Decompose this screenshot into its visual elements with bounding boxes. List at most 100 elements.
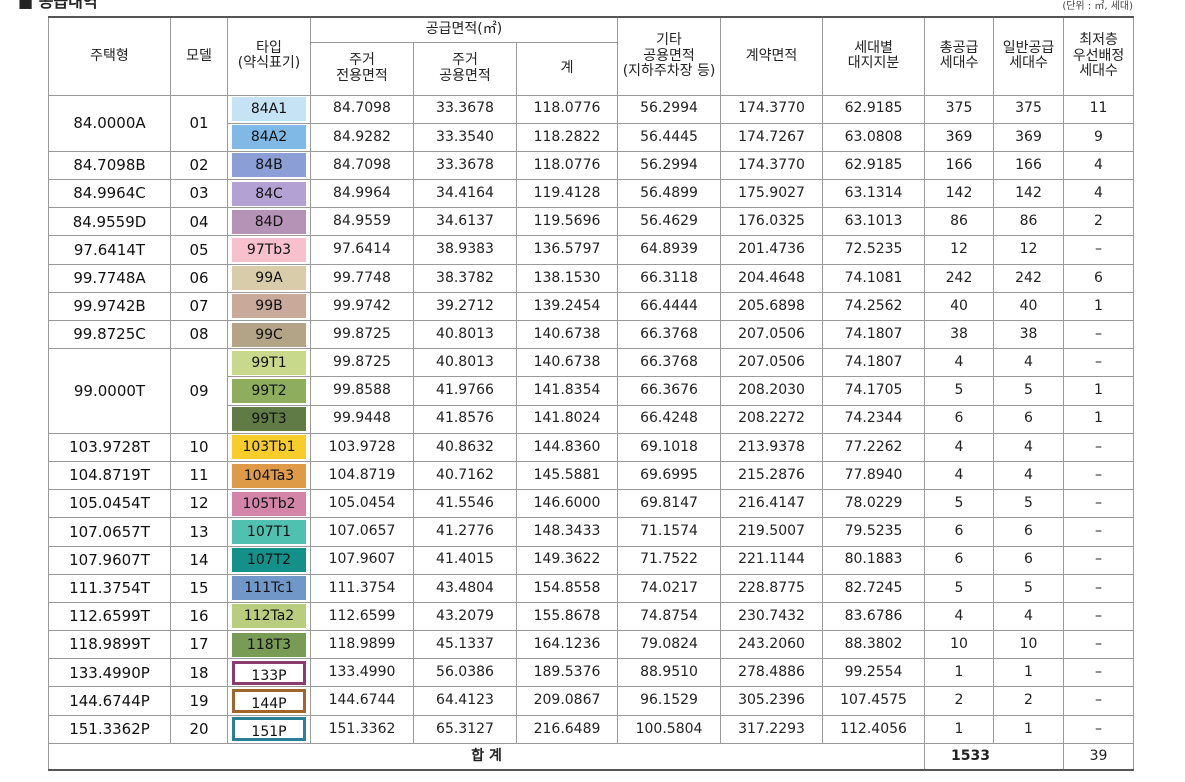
data-row: 111.3754T 15 111Tc1 111.3754 43.4804 154.8558… bbox=[48, 573, 1135, 603]
value-cell: 375 bbox=[924, 94, 995, 124]
value-cell: 4 bbox=[924, 348, 995, 378]
value-cell: 1 bbox=[993, 658, 1065, 688]
value-cell: 149.3622 bbox=[515, 545, 619, 575]
data-row: 151.3362P 20 151P 151.3362 65.3127 216.6489 10… bbox=[48, 714, 1135, 744]
value-cell: 74.8754 bbox=[617, 601, 722, 632]
value-cell: 4 bbox=[993, 460, 1065, 491]
value-cell: 119.4128 bbox=[515, 179, 619, 209]
housing-type: 99.0000T bbox=[48, 348, 171, 434]
value-cell: 99.9742 bbox=[310, 291, 414, 322]
value-cell: – bbox=[1063, 489, 1135, 519]
housing-type: 107.0657T bbox=[48, 517, 171, 547]
value-cell: 144.8360 bbox=[515, 432, 619, 462]
value-cell: 208.2030 bbox=[720, 376, 824, 406]
type-cell: 84C bbox=[227, 179, 311, 209]
value-cell: 4 bbox=[993, 432, 1065, 462]
value-cell: 209.0867 bbox=[515, 686, 619, 716]
value-cell: 66.4248 bbox=[617, 404, 722, 434]
type-label: 133P bbox=[232, 660, 306, 685]
type-cell: 99C bbox=[227, 319, 311, 350]
value-cell: 144.6744 bbox=[310, 686, 414, 716]
type-label: 107T2 bbox=[232, 548, 306, 573]
value-cell: 140.6738 bbox=[515, 319, 619, 350]
value-cell: 33.3678 bbox=[413, 150, 517, 181]
model: 06 bbox=[170, 263, 228, 293]
value-cell: 84.7098 bbox=[310, 94, 414, 124]
data-row: 107.0657T 13 107T1 107.0657 41.2776 148.3433 7… bbox=[48, 517, 1135, 547]
value-cell: 63.1013 bbox=[822, 207, 926, 237]
value-cell: 74.1705 bbox=[822, 376, 926, 406]
value-cell: 80.1883 bbox=[822, 545, 926, 575]
value-cell: 63.0808 bbox=[822, 122, 926, 152]
header-cell: 총공급 세대수 bbox=[924, 16, 995, 96]
value-cell: 204.4648 bbox=[720, 263, 824, 293]
value-cell: 141.8024 bbox=[515, 404, 619, 434]
value-cell: 41.8576 bbox=[413, 404, 517, 434]
value-cell: 74.2562 bbox=[822, 291, 926, 322]
type-cell: 144P bbox=[227, 686, 311, 716]
type-cell: 105Tb2 bbox=[227, 489, 311, 519]
value-cell: 216.6489 bbox=[515, 714, 619, 744]
value-cell: 63.1314 bbox=[822, 179, 926, 209]
value-cell: 1 bbox=[1063, 404, 1135, 434]
value-cell: 40.8013 bbox=[413, 319, 517, 350]
data-row: 99.0000T 09 99T1 99.8725 40.8013 140.6738 66.3… bbox=[48, 348, 1135, 434]
value-cell: 103.9728 bbox=[310, 432, 414, 462]
value-cell: 39.2712 bbox=[413, 291, 517, 322]
type-label: 144P bbox=[232, 689, 306, 714]
value-cell: 9 bbox=[1063, 122, 1135, 152]
type-label: 99C bbox=[232, 322, 306, 347]
value-cell: 69.8147 bbox=[617, 489, 722, 519]
value-cell: 96.1529 bbox=[617, 686, 722, 716]
value-cell: 219.5007 bbox=[720, 517, 824, 547]
type-cell: 112Ta2 bbox=[227, 601, 311, 632]
type-label: 107T1 bbox=[232, 519, 306, 544]
value-cell: 6 bbox=[1063, 263, 1135, 293]
type-cell: 118T3 bbox=[227, 630, 311, 660]
type-label: 84A2 bbox=[232, 125, 306, 150]
model: 14 bbox=[170, 545, 228, 575]
value-cell: 2 bbox=[1063, 207, 1135, 237]
data-row: 84.0000A 01 84A1 84.7098 33.3678 118.0776 56.2… bbox=[48, 94, 1135, 152]
value-cell: 74.1807 bbox=[822, 348, 926, 378]
type-cell: 151P bbox=[227, 714, 311, 744]
value-cell: 88.9510 bbox=[617, 658, 722, 688]
value-cell: 64.8939 bbox=[617, 235, 722, 265]
value-cell: 317.2293 bbox=[720, 714, 824, 744]
model: 07 bbox=[170, 291, 228, 322]
value-cell: 33.3540 bbox=[413, 122, 517, 152]
value-cell: 107.4575 bbox=[822, 686, 926, 716]
housing-type: 84.9559D bbox=[48, 207, 171, 237]
value-cell: 142 bbox=[993, 179, 1065, 209]
value-cell: 242 bbox=[924, 263, 995, 293]
value-cell: 207.0506 bbox=[720, 319, 824, 350]
housing-type: 118.9899T bbox=[48, 630, 171, 660]
value-cell: 40.8013 bbox=[413, 348, 517, 378]
value-cell: 99.8725 bbox=[310, 319, 414, 350]
value-cell: 74.0217 bbox=[617, 573, 722, 603]
data-row: 112.6599T 16 112Ta2 112.6599 43.2079 155.8678… bbox=[48, 601, 1135, 632]
type-label: 99T1 bbox=[232, 350, 306, 375]
value-cell: 38.3782 bbox=[413, 263, 517, 293]
data-row: 99.9742B 07 99B 99.9742 39.2712 139.2454 66.44… bbox=[48, 291, 1135, 322]
housing-type: 84.7098B bbox=[48, 150, 171, 181]
value-cell: 4 bbox=[1063, 179, 1135, 209]
value-cell: 11 bbox=[1063, 94, 1135, 124]
value-cell: 140.6738 bbox=[515, 348, 619, 378]
data-row: 99T3 99.9448 41.8576 141.8024 66.4248 208.227… bbox=[49, 404, 1135, 434]
type-label: 111Tc1 bbox=[232, 576, 306, 601]
model: 09 bbox=[170, 348, 228, 434]
value-cell: 1 bbox=[1063, 291, 1135, 322]
type-label: 84A1 bbox=[232, 97, 306, 122]
value-cell: 56.2994 bbox=[617, 150, 722, 181]
value-cell: 45.1337 bbox=[413, 630, 517, 660]
type-label: 151P bbox=[232, 717, 306, 742]
value-cell: 38.9383 bbox=[413, 235, 517, 265]
model: 15 bbox=[170, 573, 228, 603]
data-row: 99T2 99.8588 41.9766 141.8354 66.3676 208.203… bbox=[49, 376, 1135, 406]
value-cell: 40.7162 bbox=[413, 460, 517, 491]
value-cell: 6 bbox=[993, 404, 1065, 434]
type-cell: 84A2 bbox=[227, 122, 311, 152]
housing-type: 133.4990P bbox=[48, 658, 171, 688]
type-label: 84C bbox=[232, 181, 306, 206]
